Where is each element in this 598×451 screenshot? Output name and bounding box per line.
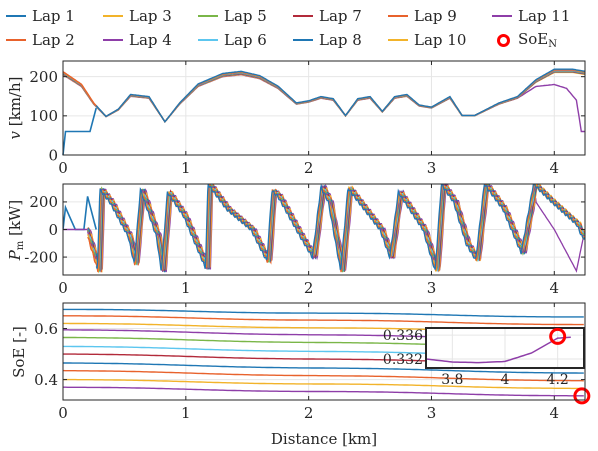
soe-line-lap-2 xyxy=(63,315,584,326)
legend-label-soe-main: SoE xyxy=(518,30,549,48)
speed-ylabel: v [km/h] xyxy=(6,77,24,140)
soe-end-marker xyxy=(573,387,591,405)
legend-label-lap-10: Lap 10 xyxy=(414,31,467,49)
power-xtick-label-3: 3 xyxy=(427,279,437,297)
legend-label-lap-11: Lap 11 xyxy=(518,7,571,25)
legend-circle-marker-icon xyxy=(497,33,510,47)
speed-xtick-label-0: 0 xyxy=(58,159,68,177)
soe-xtick-label-2: 2 xyxy=(304,404,314,422)
power-series xyxy=(63,184,585,274)
legend-item-lap-6: Lap 6 xyxy=(198,30,267,50)
legend-item-lap-2: Lap 2 xyxy=(6,30,75,50)
soe-ytick-label-1: 0.6 xyxy=(34,320,58,338)
legend-swatch-lap-1 xyxy=(6,15,26,17)
soe-xtick-label-1: 1 xyxy=(181,404,191,422)
legend-swatch-lap-7 xyxy=(293,15,313,17)
legend-label-lap-8: Lap 8 xyxy=(319,31,362,49)
legend: Lap 1 Lap 2 Lap 3 Lap 4 Lap 5 Lap 6 Lap … xyxy=(0,0,598,56)
power-line-lap-1 xyxy=(95,184,585,271)
power-xtick-label-0: 0 xyxy=(58,279,68,297)
inset-xtick-label-2: 4.2 xyxy=(547,372,569,388)
power-ylabel: Pm [kW] xyxy=(6,200,26,262)
legend-label-lap-5: Lap 5 xyxy=(224,7,267,25)
legend-label-lap-2: Lap 2 xyxy=(32,31,75,49)
inset-ytick-label-0: 0.332 xyxy=(383,352,423,368)
speed-xtick-label-3: 3 xyxy=(427,159,437,177)
legend-swatch-lap-4 xyxy=(103,39,123,41)
speed-line-lap-1 xyxy=(95,68,586,123)
legend-item-lap-4: Lap 4 xyxy=(103,30,172,50)
soe-line-lap-9 xyxy=(62,369,584,382)
legend-label-lap-4: Lap 4 xyxy=(129,31,172,49)
soe-line-lap-1 xyxy=(63,308,584,318)
legend-item-lap-7: Lap 7 xyxy=(293,6,362,26)
power-line-lap-1-start xyxy=(63,196,97,231)
legend-swatch-lap-3 xyxy=(103,15,123,17)
legend-label-lap-7: Lap 7 xyxy=(319,7,362,25)
speed-line-lap-11 xyxy=(62,73,585,133)
legend-swatch-lap-2 xyxy=(6,39,26,41)
legend-item-lap-10: Lap 10 xyxy=(388,30,466,50)
legend-item-lap-9: Lap 9 xyxy=(388,6,457,26)
inset-xtick-label-0: 3.8 xyxy=(441,372,463,388)
power-ytick-label-1: 0 xyxy=(48,221,58,239)
legend-item-lap-1: Lap 1 xyxy=(6,6,75,26)
speed-xtick-label-4: 4 xyxy=(550,159,560,177)
inset-xtick-label-1: 4 xyxy=(501,372,510,388)
soe-xlabel: Distance [km] xyxy=(271,430,377,448)
legend-swatch-lap-8 xyxy=(293,39,313,41)
inset-end-marker xyxy=(549,327,567,345)
speed-frame xyxy=(62,60,586,156)
legend-swatch-lap-5 xyxy=(198,15,218,17)
speed-ytick-label-0: 0 xyxy=(48,146,58,164)
legend-item-lap-11: Lap 11 xyxy=(492,6,570,26)
soe-ytick-label-0: 0.4 xyxy=(34,371,58,389)
speed-xtick-label-2: 2 xyxy=(304,159,314,177)
soe-ylabel: SoE [-] xyxy=(10,326,28,378)
legend-item-lap-5: Lap 5 xyxy=(198,6,267,26)
legend-swatch-lap-10 xyxy=(388,39,408,41)
soe-line-lap-8 xyxy=(63,362,584,374)
legend-item-soe-marker: SoEN xyxy=(497,30,557,50)
soe-line-lap-10 xyxy=(63,378,584,390)
legend-label-lap-9: Lap 9 xyxy=(414,7,457,25)
legend-label-soe: SoEN xyxy=(518,30,557,50)
power-ytick-label-2: 200 xyxy=(29,193,58,211)
inset-frame xyxy=(425,327,585,369)
speed-ytick-label-2: 200 xyxy=(29,68,58,86)
legend-item-lap-8: Lap 8 xyxy=(293,30,362,50)
legend-item-lap-3: Lap 3 xyxy=(103,6,172,26)
inset-curve xyxy=(425,336,571,364)
soe-xtick-label-0: 0 xyxy=(58,404,68,422)
soe-xtick-label-3: 3 xyxy=(427,404,437,422)
soe-line-lap-11 xyxy=(63,386,584,397)
legend-swatch-lap-6 xyxy=(198,39,218,41)
legend-label-lap-3: Lap 3 xyxy=(129,7,172,25)
legend-swatch-lap-11 xyxy=(492,15,512,17)
soe-xtick-label-4: 4 xyxy=(550,404,560,422)
power-xtick-label-4: 4 xyxy=(550,279,560,297)
legend-swatch-lap-9 xyxy=(388,15,408,17)
speed-xtick-label-1: 1 xyxy=(181,159,191,177)
legend-label-soe-sub: N xyxy=(548,39,558,50)
legend-label-lap-1: Lap 1 xyxy=(32,7,75,25)
power-line-lap-6 xyxy=(86,184,585,273)
speed-series xyxy=(62,68,586,156)
legend-label-lap-6: Lap 6 xyxy=(224,31,267,49)
power-xtick-label-2: 2 xyxy=(304,279,314,297)
power-ytick-label-0: -200 xyxy=(24,248,58,266)
power-xtick-label-1: 1 xyxy=(181,279,191,297)
speed-ytick-label-1: 100 xyxy=(29,107,58,125)
inset-ytick-label-1: 0.336 xyxy=(383,328,423,344)
speed-line-lap-1-start xyxy=(62,107,97,156)
